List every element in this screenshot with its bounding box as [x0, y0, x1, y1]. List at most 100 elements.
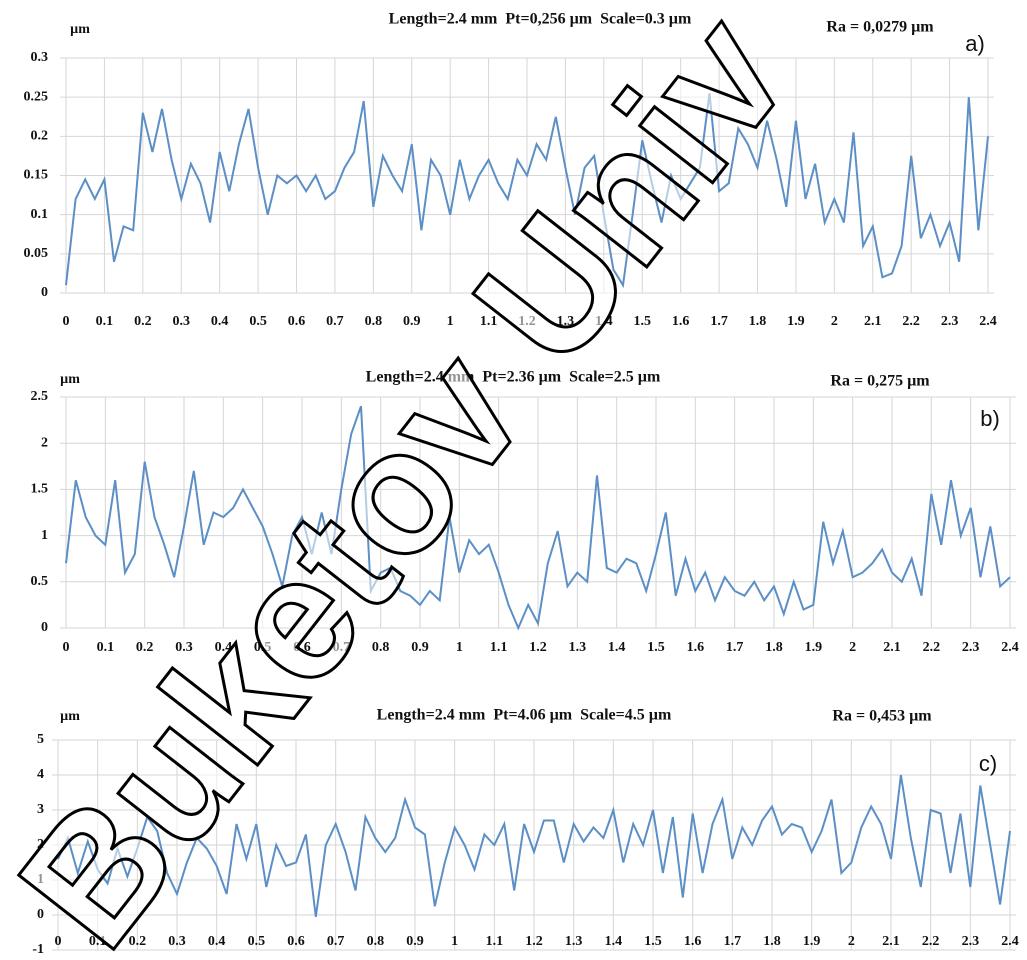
- y-tick-label: -1: [32, 942, 44, 957]
- x-tick-label: 0: [63, 640, 70, 655]
- x-tick-label: 2: [848, 934, 855, 949]
- x-tick-label: 0.4: [215, 640, 233, 655]
- watermark: Buketov Univ: [0, 0, 826, 960]
- x-tick-label: 2: [831, 314, 838, 329]
- y-unit: µm: [70, 22, 90, 37]
- x-tick-label: 1.1: [490, 640, 508, 655]
- x-tick-label: 0.4: [211, 314, 229, 329]
- chart-panel: 0 0.1 0.2 0.3 0.4 0.5 0.6 0.7 0.8 0.9 1 1.1 1.2 1.3 1.…: [31, 369, 1019, 656]
- profile-line: [57, 774, 1011, 917]
- y-tick-label: 5: [37, 732, 44, 747]
- x-tick-label: 2.2: [902, 314, 920, 329]
- x-tick-label: 1.8: [763, 934, 781, 949]
- x-tick-label: 0.5: [254, 640, 272, 655]
- x-tick-label: 1.6: [672, 314, 690, 329]
- x-tick-label: 1.5: [644, 934, 662, 949]
- x-tick-label: 1.9: [803, 934, 821, 949]
- chart-title: Length=2.4 mm Pt=2.36 µm Scale=2.5 µm: [366, 369, 661, 386]
- x-tick-label: 1.9: [787, 314, 805, 329]
- y-tick-label: 4: [37, 767, 44, 782]
- x-tick-label: 2: [849, 640, 856, 655]
- panel-label: a): [965, 31, 985, 56]
- chart-title: Length=2.4 mm Pt=4.06 µm Scale=4.5 µm: [377, 707, 672, 724]
- x-tick-label: 2.2: [922, 934, 940, 949]
- x-tick-label: 2.3: [941, 314, 959, 329]
- x-tick-label: 1.2: [529, 640, 547, 655]
- y-tick-label: 0: [37, 907, 44, 922]
- x-tick-label: 0.2: [136, 640, 154, 655]
- x-tick-label: 0.4: [208, 934, 226, 949]
- x-tick-label: 1.2: [518, 314, 536, 329]
- x-tick-label: 1.3: [565, 934, 583, 949]
- x-tick-label: 0.7: [326, 314, 344, 329]
- y-tick-label: 1: [41, 528, 48, 543]
- x-tick-label: 0.6: [287, 934, 305, 949]
- y-tick-label: 0.15: [24, 168, 49, 183]
- x-tick-label: 0.3: [173, 314, 191, 329]
- x-tick-label: 0.8: [367, 934, 385, 949]
- chart-panel: 0 0.1 0.2 0.3 0.4 0.5 0.6 0.7 0.8 0.9 1 1.1 1.2 1.3 1.…: [24, 11, 997, 330]
- y-tick-label: 0.2: [31, 129, 49, 144]
- x-tick-label: 0.8: [372, 640, 390, 655]
- profile-line: [65, 93, 989, 289]
- y-tick-label: 1.5: [31, 482, 49, 497]
- x-tick-label: 0.1: [96, 314, 114, 329]
- x-tick-label: 0: [63, 314, 70, 329]
- ra-annotation: Ra = 0,275 µm: [830, 373, 930, 390]
- y-tick-label: 2: [37, 837, 44, 852]
- y-tick-label: 0.1: [31, 207, 49, 222]
- x-tick-label: 2.1: [882, 934, 900, 949]
- x-tick-label: 0.6: [288, 314, 306, 329]
- chart-title: Length=2.4 mm Pt=0,256 µm Scale=0.3 µm: [389, 11, 692, 28]
- x-tick-label: 1.8: [749, 314, 767, 329]
- x-tick-label: 2.4: [979, 314, 997, 329]
- y-tick-label: 0: [41, 285, 48, 300]
- x-tick-label: 0.7: [333, 640, 351, 655]
- x-tick-label: 1.6: [687, 640, 705, 655]
- x-tick-label: 2.3: [962, 934, 980, 949]
- x-tick-label: 2.3: [962, 640, 980, 655]
- y-tick-label: 2.5: [31, 389, 49, 404]
- x-tick-label: 0.3: [168, 934, 186, 949]
- x-tick-label: 0.1: [89, 934, 107, 949]
- x-tick-label: 1.6: [684, 934, 702, 949]
- x-tick-label: 0.3: [175, 640, 193, 655]
- y-tick-label: 0.5: [31, 574, 49, 589]
- x-tick-label: 0.1: [97, 640, 115, 655]
- x-tick-label: 1: [456, 640, 463, 655]
- profile-line: [65, 405, 1011, 631]
- panel-label: c): [979, 751, 997, 776]
- y-tick-label: 1: [37, 872, 44, 887]
- y-unit: µm: [60, 372, 80, 387]
- y-tick-label: 0.3: [31, 50, 49, 65]
- x-tick-label: 1.9: [805, 640, 823, 655]
- x-tick-label: 1.3: [557, 314, 575, 329]
- x-tick-label: 1.2: [525, 934, 543, 949]
- x-tick-label: 0.8: [365, 314, 383, 329]
- x-tick-label: 0.2: [134, 314, 152, 329]
- x-tick-label: 1.7: [724, 934, 742, 949]
- y-unit: µm: [60, 709, 80, 724]
- x-tick-label: 0.9: [403, 314, 421, 329]
- x-tick-label: 1.5: [647, 640, 665, 655]
- x-tick-label: 1.1: [486, 934, 504, 949]
- y-tick-label: 2: [41, 435, 48, 450]
- x-tick-label: 1.4: [608, 640, 626, 655]
- y-tick-label: 0.25: [24, 89, 49, 104]
- x-tick-label: 0.5: [248, 934, 266, 949]
- x-tick-label: 2.1: [883, 640, 901, 655]
- panel-label: b): [980, 406, 1000, 431]
- y-tick-label: 3: [37, 802, 44, 817]
- x-tick-label: 1.8: [765, 640, 783, 655]
- x-tick-label: 0.5: [249, 314, 267, 329]
- x-tick-label: 1.5: [634, 314, 652, 329]
- x-tick-label: 1.4: [605, 934, 623, 949]
- x-tick-label: 1.3: [569, 640, 587, 655]
- x-tick-label: 0.2: [129, 934, 147, 949]
- x-tick-label: 1.7: [726, 640, 744, 655]
- y-tick-label: 0: [41, 620, 48, 635]
- x-tick-label: 0.9: [411, 640, 429, 655]
- x-tick-label: 1.4: [595, 314, 613, 329]
- x-tick-label: 2.4: [1001, 934, 1019, 949]
